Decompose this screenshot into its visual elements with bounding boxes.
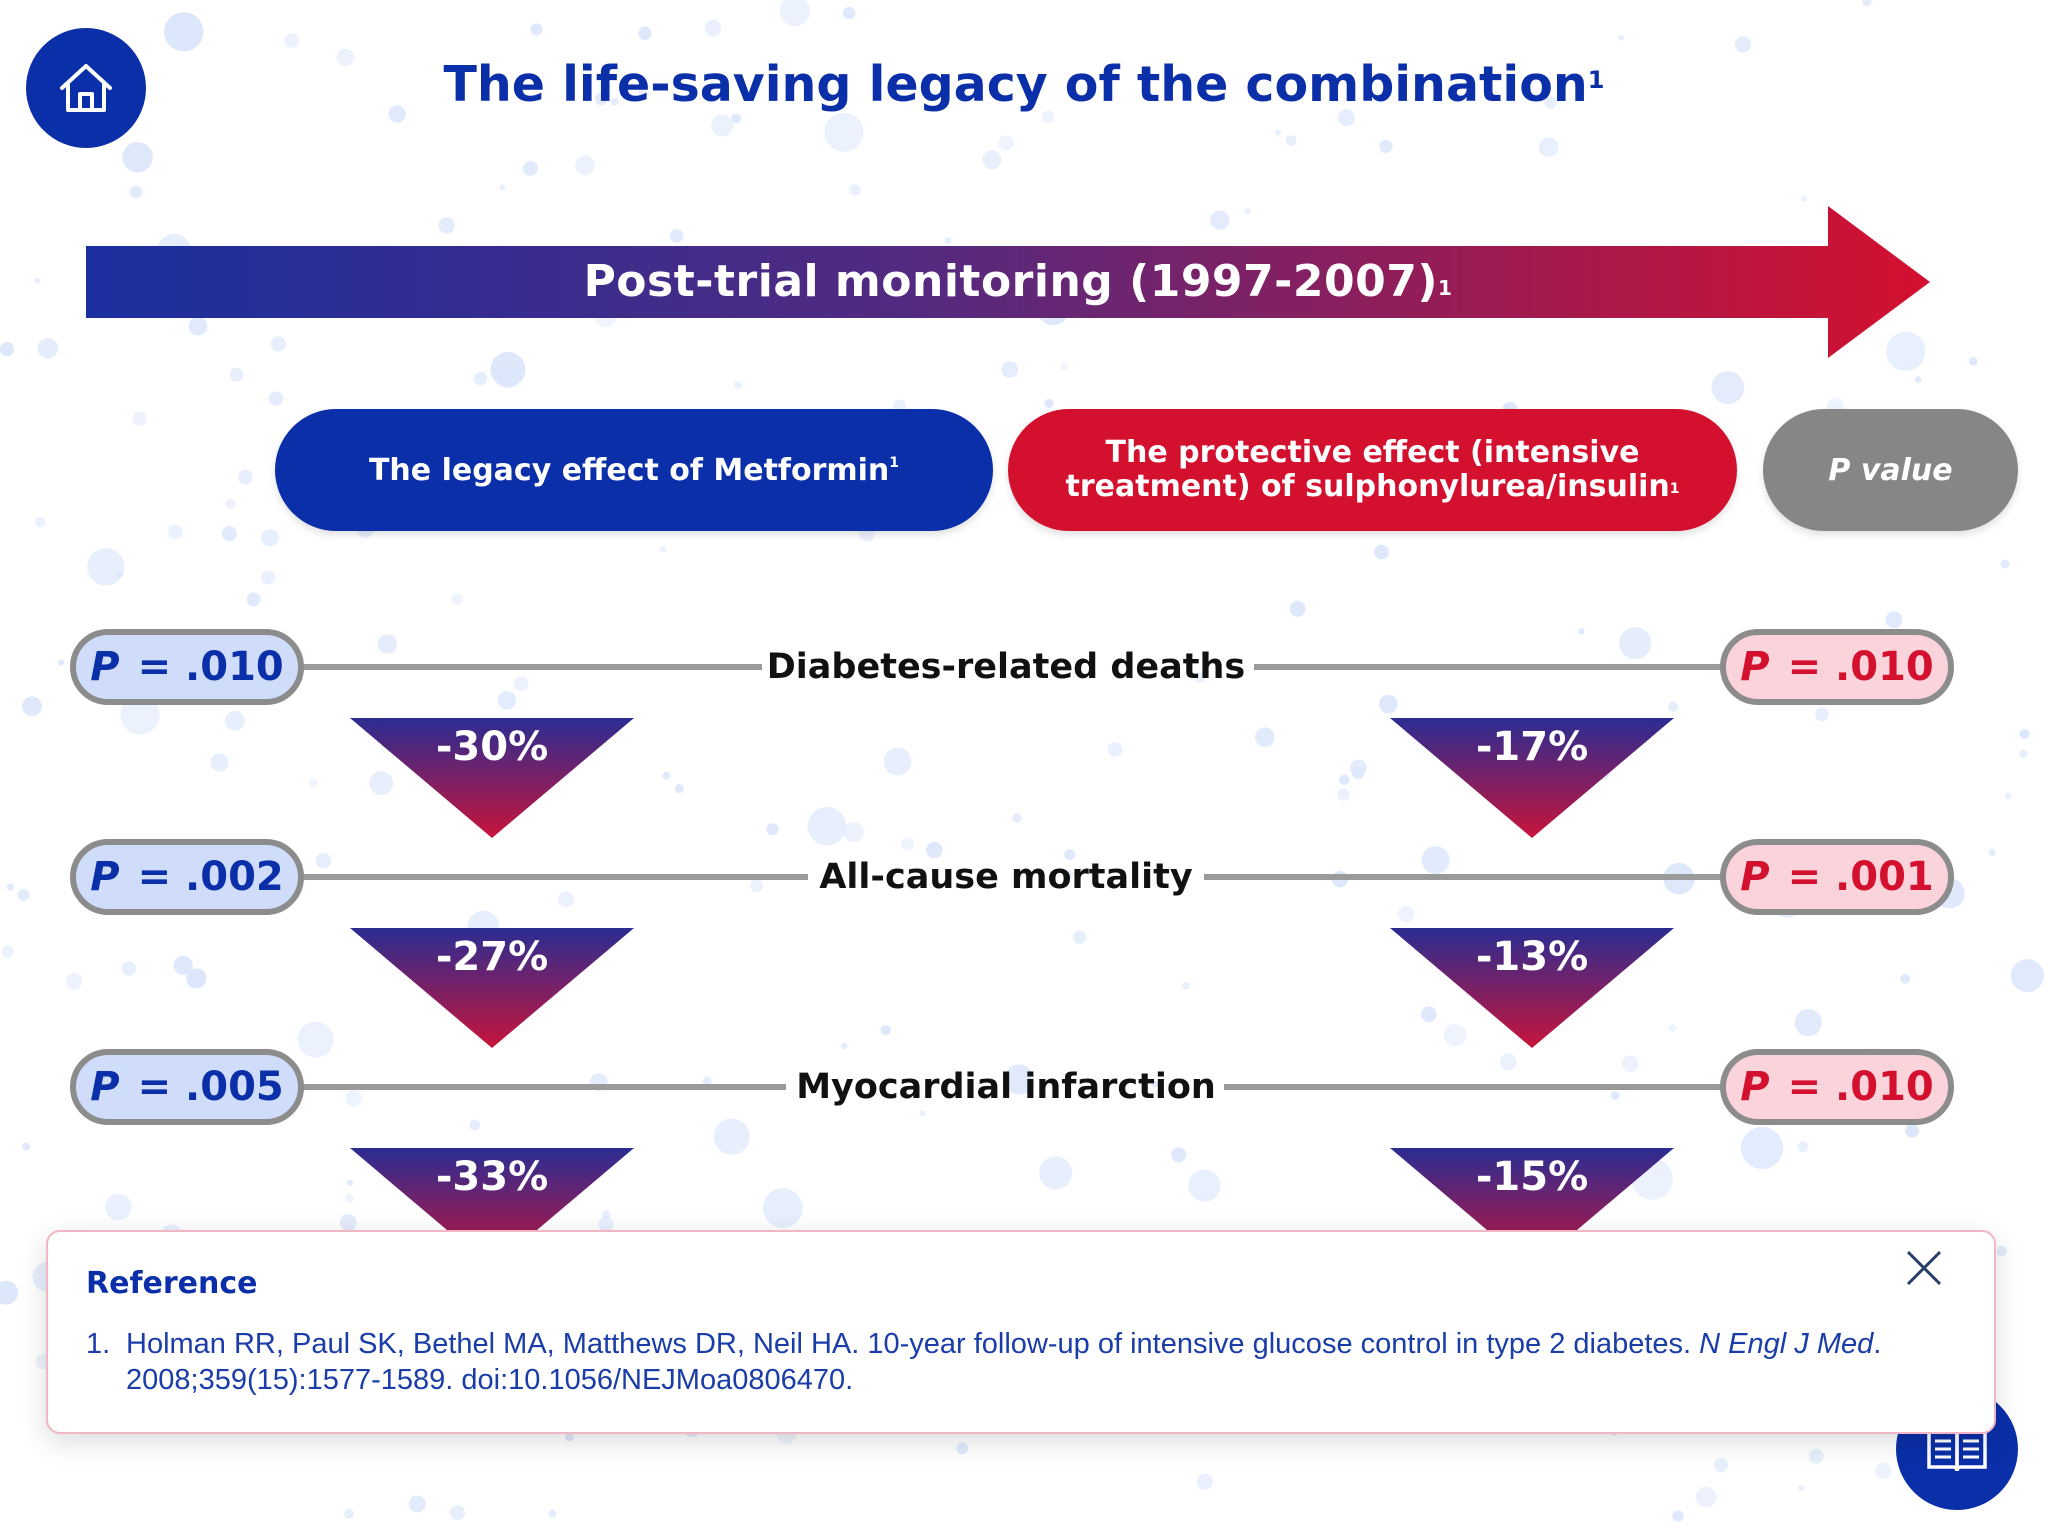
timeline-arrow: Post-trial monitoring (1997-2007)1	[86, 206, 1930, 358]
reference-heading: Reference	[86, 1266, 258, 1301]
p-value-header: P value	[1763, 409, 2018, 531]
p-value-badge: P = .005	[70, 1049, 304, 1125]
connector-line	[1204, 874, 1724, 880]
reduction-triangle-sulphonylurea: -15%	[1390, 1148, 1674, 1268]
reduction-triangle-sulphonylurea: -17%	[1390, 718, 1674, 838]
reduction-triangle-metformin: -33%	[350, 1148, 634, 1268]
connector-line	[300, 664, 762, 670]
p-value-badge: P = .010	[1720, 629, 1954, 705]
connector-line	[300, 874, 808, 880]
p-value-badge: P = .002	[70, 839, 304, 915]
close-icon	[1906, 1250, 1942, 1286]
page-title: The life-saving legacy of the combinatio…	[443, 56, 1605, 113]
reduction-triangle-metformin: -27%	[350, 928, 634, 1048]
sulphonylurea-header: The protective effect (intensive treatmen…	[1008, 409, 1737, 531]
connector-line	[1224, 1084, 1724, 1090]
metformin-header: The legacy effect of Metformin1	[275, 409, 993, 531]
reference-entry: 1. Holman RR, Paul SK, Bethel MA, Matthe…	[86, 1328, 1882, 1396]
close-reference-button[interactable]	[1902, 1246, 1946, 1290]
connector-line	[1254, 664, 1724, 670]
connector-line	[300, 1084, 786, 1090]
p-value-badge: P = .001	[1720, 839, 1954, 915]
reduction-triangle-metformin: -30%	[350, 718, 634, 838]
home-button[interactable]	[26, 28, 146, 148]
outcome-label: Myocardial infarction	[796, 1067, 1216, 1107]
reduction-triangle-sulphonylurea: -13%	[1390, 928, 1674, 1048]
timeline-label: Post-trial monitoring (1997-2007)1	[583, 256, 1453, 307]
home-icon	[60, 64, 112, 112]
p-value-badge: P = .010	[70, 629, 304, 705]
p-value-badge: P = .010	[1720, 1049, 1954, 1125]
outcome-label: Diabetes-related deaths	[766, 647, 1246, 687]
reference-panel: Reference 1. Holman RR, Paul SK, Bethel …	[46, 1230, 1996, 1434]
outcome-label: All-cause mortality	[819, 857, 1193, 897]
